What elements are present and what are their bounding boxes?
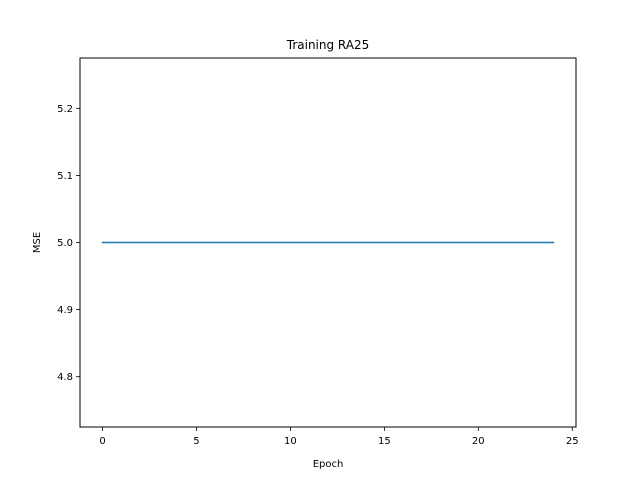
- y-tick-label: 5.1: [57, 171, 73, 182]
- chart-title: Training RA25: [286, 38, 370, 52]
- x-tick-label: 20: [472, 436, 485, 447]
- x-axis-label: Epoch: [313, 459, 344, 470]
- y-tick-label: 4.9: [57, 305, 73, 316]
- y-tick-label: 5.2: [57, 104, 73, 115]
- y-tick-label: 5.0: [57, 238, 73, 249]
- x-axis: 0 5 10 15 20 25: [99, 427, 579, 447]
- x-tick-label: 25: [566, 436, 579, 447]
- x-tick-label: 0: [99, 436, 105, 447]
- x-tick-label: 10: [284, 436, 297, 447]
- x-tick-label: 15: [378, 436, 391, 447]
- y-axis: 4.8 4.9 5.0 5.1 5.2: [57, 104, 80, 383]
- y-axis-label: MSE: [32, 232, 43, 253]
- y-tick-label: 4.8: [57, 372, 73, 383]
- x-tick-label: 5: [193, 436, 199, 447]
